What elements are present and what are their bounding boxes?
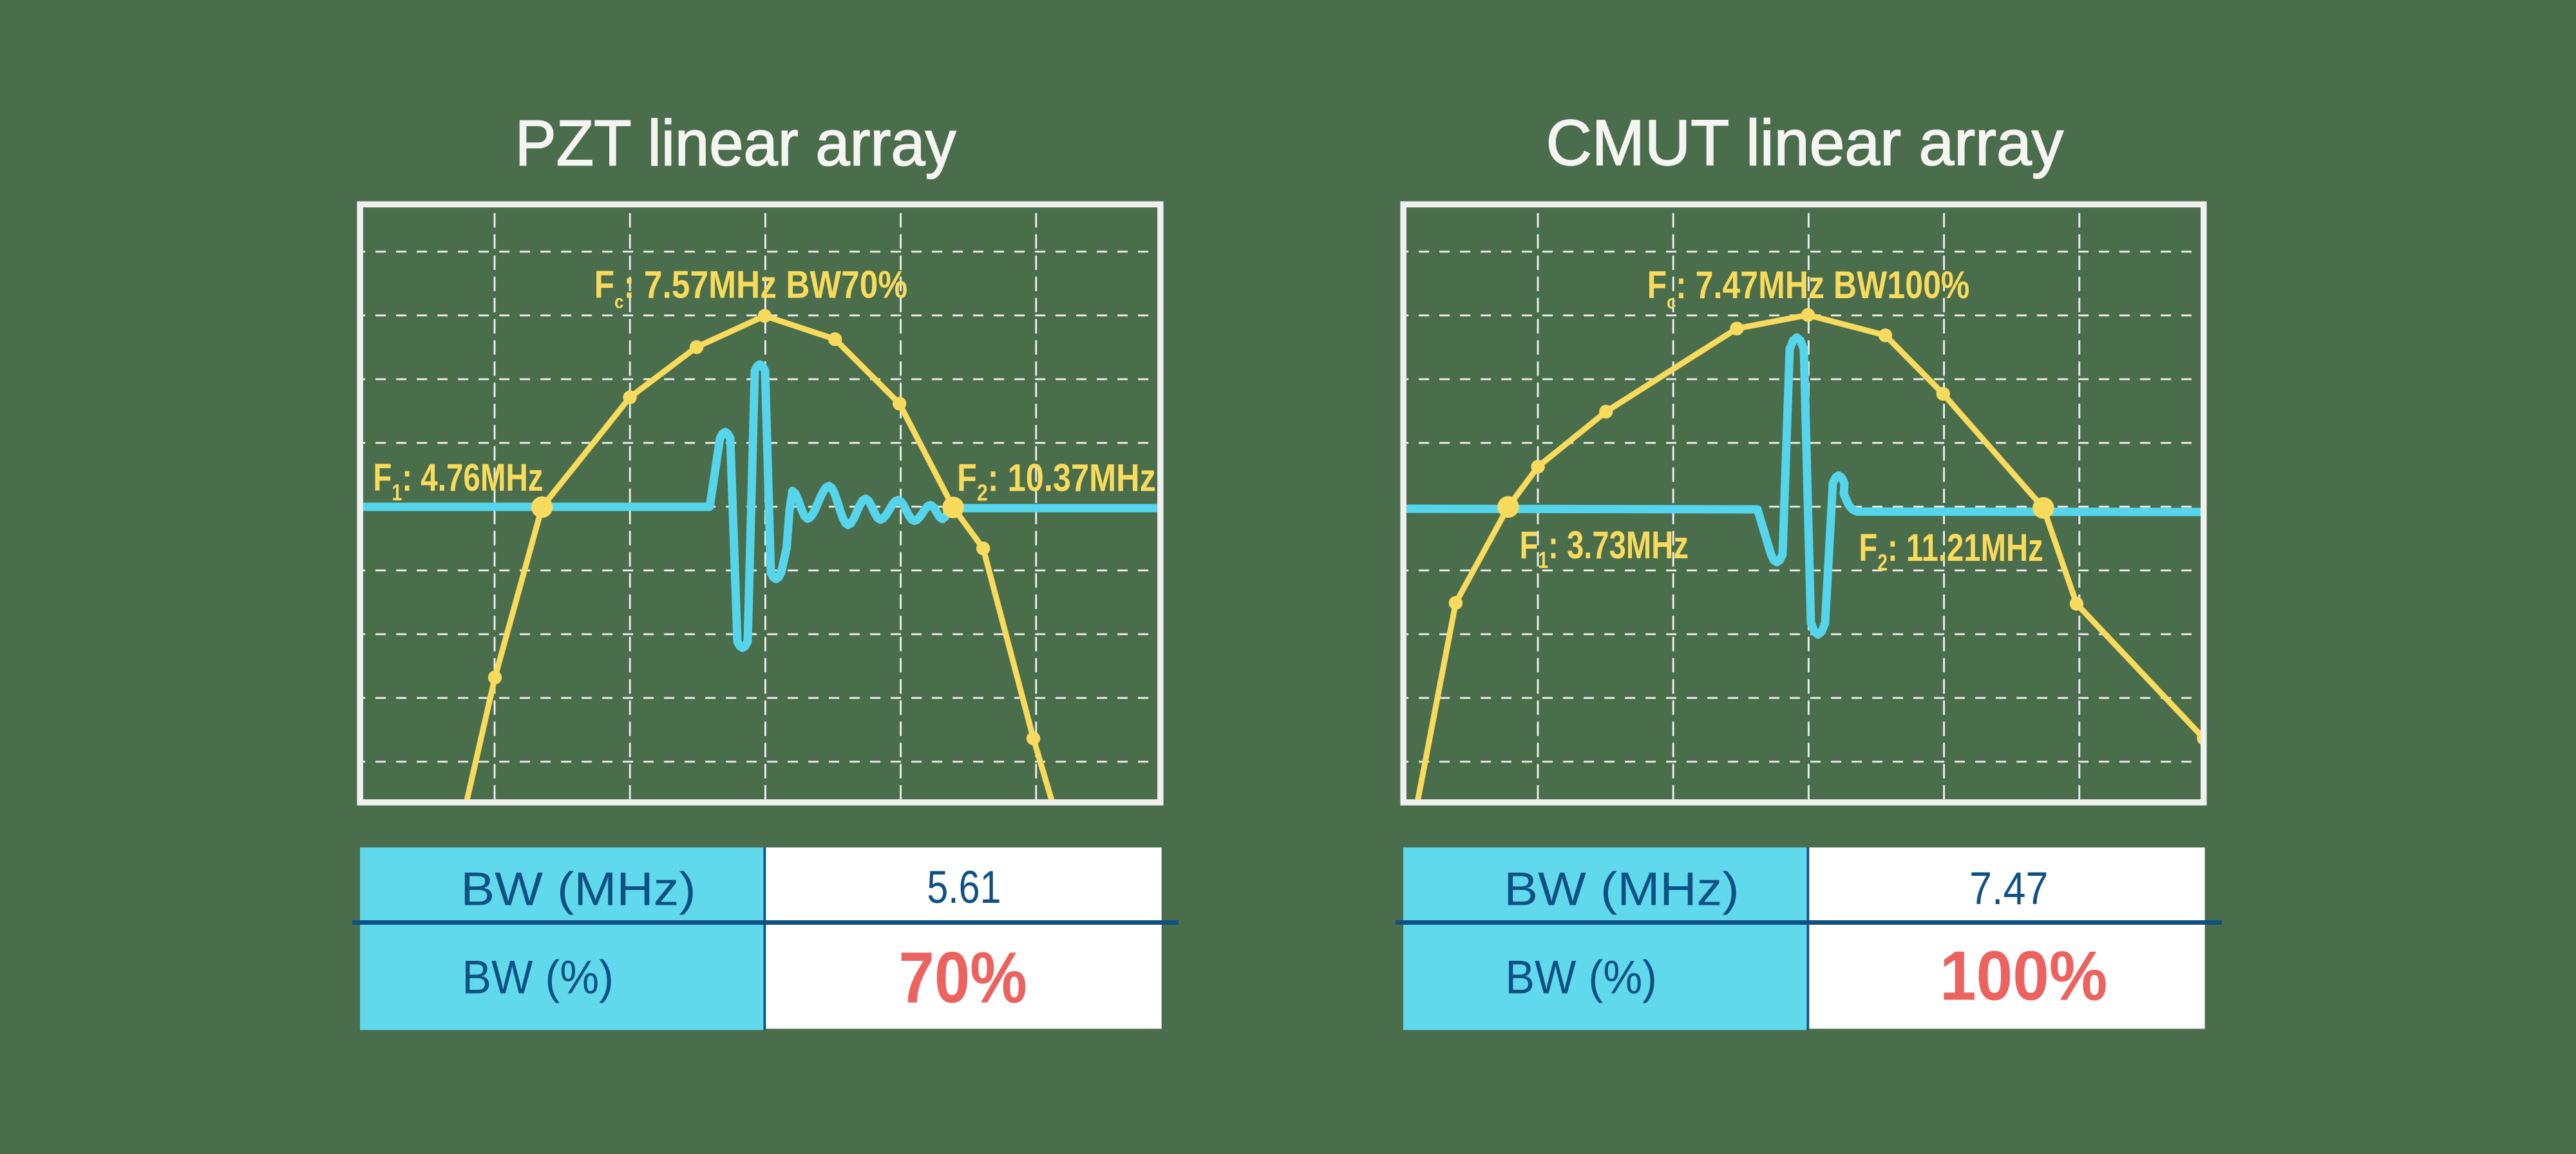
svg-text:F2: 10.37MHz: F2: 10.37MHz <box>957 457 1156 507</box>
svg-text:BW (MHz): BW (MHz) <box>460 863 696 915</box>
svg-text:100%: 100% <box>1940 938 2107 1016</box>
svg-text:PZT linear array: PZT linear array <box>515 107 956 179</box>
svg-text:BW (%): BW (%) <box>1505 951 1656 1003</box>
svg-text:Fc: 7.47MHz BW100%: Fc: 7.47MHz BW100% <box>1647 263 1970 313</box>
svg-text:BW (MHz): BW (MHz) <box>1504 863 1739 915</box>
svg-text:5.61: 5.61 <box>927 862 1001 913</box>
svg-text:70%: 70% <box>899 938 1027 1018</box>
svg-text:F2: 11.21MHz: F2: 11.21MHz <box>1859 527 2043 576</box>
svg-text:BW (%): BW (%) <box>462 951 613 1003</box>
svg-text:CMUT linear array: CMUT linear array <box>1546 108 2064 180</box>
svg-text:Fc: 7.57MHz BW70%: Fc: 7.57MHz BW70% <box>594 263 908 312</box>
svg-text:7.47: 7.47 <box>1969 863 2048 914</box>
